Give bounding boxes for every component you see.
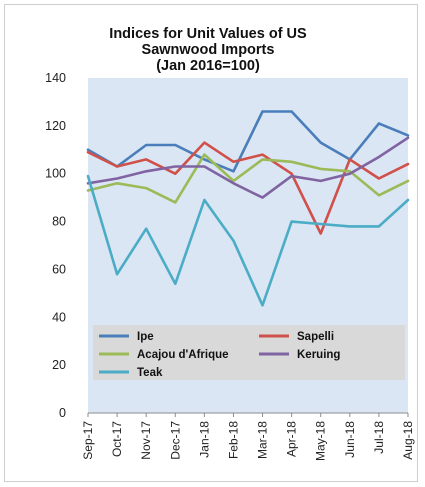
series-lines bbox=[86, 110, 410, 307]
legend-label-teak: Teak bbox=[137, 367, 163, 379]
chart-title-line-3: (Jan 2016=100) bbox=[156, 58, 260, 74]
y-tick-label: 60 bbox=[52, 262, 66, 276]
axes: 0 20 40 60 80 100 120 140 Sep-17 Oct-17 Nov-17 Dec-… bbox=[45, 71, 415, 461]
chart-title: Indices for Unit Values of US Sawnwood I… bbox=[109, 26, 307, 74]
series-line-acajou-d-afrique bbox=[86, 153, 410, 204]
legend-label-keruing: Keruing bbox=[297, 349, 340, 361]
x-tick-label: Jun-18 bbox=[343, 421, 357, 458]
y-tick-label: 40 bbox=[52, 310, 66, 324]
y-tick-label: 20 bbox=[52, 358, 66, 372]
legend-label-acajou-d-afrique: Acajou d'Afrique bbox=[137, 349, 229, 361]
series-line-ipe bbox=[86, 110, 410, 173]
y-tick-label: 80 bbox=[52, 215, 66, 229]
y-tick-label: 0 bbox=[59, 406, 66, 420]
y-tick-label: 100 bbox=[45, 167, 66, 181]
legend-label-ipe: Ipe bbox=[137, 331, 154, 343]
x-tick-label: Dec-17 bbox=[168, 421, 182, 460]
series-line-teak bbox=[86, 174, 410, 307]
x-tick-label: Apr-18 bbox=[285, 421, 299, 457]
series-line-sapelli bbox=[86, 141, 410, 235]
legend: Ipe Sapelli Acajou d'Afrique Keruing Teak bbox=[93, 325, 405, 380]
x-tick-label: Aug-18 bbox=[401, 421, 415, 460]
x-tick-label: Jul-18 bbox=[372, 421, 386, 454]
x-tick-label: Sep-17 bbox=[81, 421, 95, 460]
x-tick-label: May-18 bbox=[314, 421, 328, 461]
y-tick-label: 120 bbox=[45, 119, 66, 133]
legend-box bbox=[93, 325, 405, 380]
x-tick-label: Oct-17 bbox=[110, 421, 124, 457]
x-tick-label: Jan-18 bbox=[197, 421, 211, 458]
x-tick-label: Nov-17 bbox=[139, 421, 153, 460]
chart-title-line-2: Sawnwood Imports bbox=[142, 42, 275, 58]
x-tick-label: Mar-18 bbox=[256, 421, 270, 459]
x-tick-label: Feb-18 bbox=[226, 421, 240, 459]
legend-label-sapelli: Sapelli bbox=[297, 331, 334, 343]
chart-title-line-1: Indices for Unit Values of US bbox=[109, 26, 307, 42]
y-tick-label: 140 bbox=[45, 71, 66, 85]
series-line-keruing bbox=[86, 136, 410, 199]
